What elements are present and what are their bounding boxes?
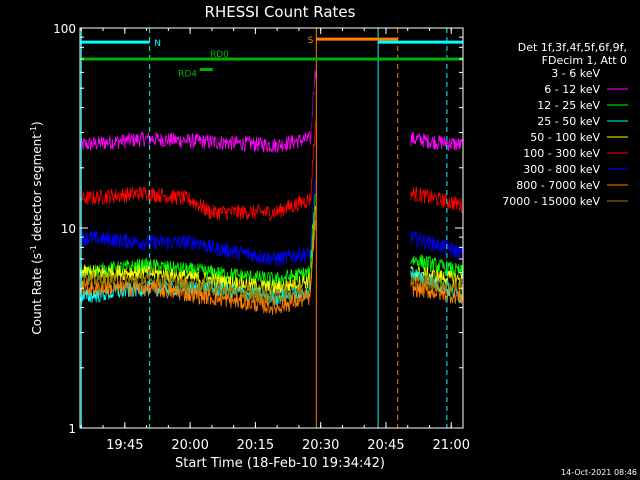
x-tick-label: 20:00	[171, 438, 208, 453]
timestamp-stamp: 14-Oct-2021 08:46	[561, 468, 637, 477]
x-tick-label: 20:45	[367, 438, 404, 453]
legend-label: 300 - 800 keV	[523, 163, 600, 176]
legend-label: 12 - 25 keV	[537, 99, 600, 112]
x-axis-label: Start Time (18-Feb-10 19:34:42)	[175, 456, 385, 471]
x-tick-label: 20:30	[302, 438, 339, 453]
legend-label: 3 - 6 keV	[551, 67, 600, 80]
chart-title: RHESSI Count Rates	[205, 3, 356, 21]
plot-frame	[79, 27, 464, 429]
x-tick-label: 19:45	[106, 438, 143, 453]
series-trace	[79, 70, 316, 154]
y-axis-label: Count Rate (s-1 detector segment-1)	[29, 121, 44, 334]
x-tick-label: 21:00	[433, 438, 470, 453]
series-trace	[79, 220, 316, 316]
legend-label: 100 - 300 keV	[523, 147, 600, 160]
y-tick-label: 1	[68, 422, 76, 436]
legend-label: 7000 - 15000 keV	[502, 195, 600, 208]
legend-label: 25 - 50 keV	[537, 115, 600, 128]
x-axis: 19:45 20:00 20:15 20:30 20:45 21:00	[80, 28, 470, 453]
flag-label: N	[154, 39, 161, 49]
series-trace	[79, 79, 316, 173]
series-trace	[410, 185, 463, 214]
plot-area: N RD0 RD4 S	[79, 28, 463, 428]
legend-header: FDecim 1, Att 0	[542, 54, 627, 67]
y-tick-label: 100	[53, 22, 76, 36]
legend-label: 800 - 7000 keV	[516, 179, 600, 192]
series-trace	[410, 230, 463, 260]
series-trace	[410, 273, 463, 296]
x-tick-label: 20:15	[237, 438, 274, 453]
y-tick-label: 10	[61, 222, 76, 236]
legend-label: 50 - 100 keV	[530, 131, 600, 144]
flag-label: RD4	[178, 70, 197, 80]
series-trace	[79, 178, 316, 267]
series-trace	[410, 265, 463, 287]
flag-label: S	[308, 36, 314, 46]
series-trace	[410, 153, 463, 171]
legend: Det 1f,3f,4f,5f,6f,9f,FDecim 1, Att 03 -…	[502, 41, 628, 208]
series-trace	[410, 131, 463, 151]
legend-header: Det 1f,3f,4f,5f,6f,9f,	[518, 41, 627, 54]
series-trace	[79, 121, 316, 221]
flag-label: RD0	[210, 50, 229, 60]
series-trace	[410, 281, 463, 304]
y-axis: 1 10 100	[53, 22, 463, 436]
series-trace	[410, 254, 463, 277]
legend-label: 6 - 12 keV	[544, 83, 600, 96]
